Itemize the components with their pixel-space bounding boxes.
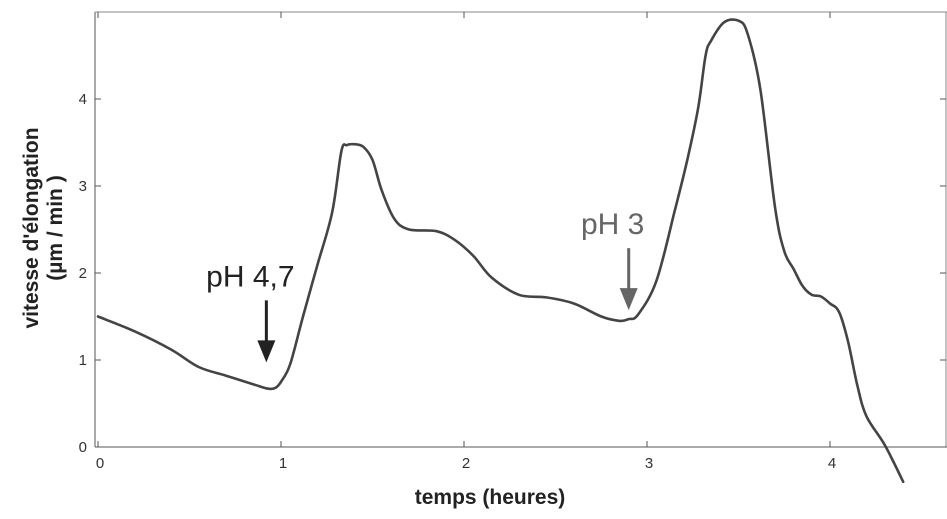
annotations: pH 4,7 pH 3	[206, 208, 644, 363]
y-tick-label: 3	[79, 178, 87, 195]
y-axis-title-line1: vitesse d'élongation	[20, 127, 43, 328]
annotation-arrow-head	[257, 340, 276, 363]
y-axis-title-line2: (µm / min )	[44, 175, 67, 280]
axes	[94, 11, 947, 448]
annotation-arrow-head	[619, 288, 638, 311]
x-tick-label: 0	[96, 455, 104, 472]
y-tick-label: 1	[79, 352, 87, 369]
x-tick-label: 2	[462, 455, 470, 472]
y-tick-label: 2	[79, 265, 87, 282]
y-axis-title: vitesse d'élongation (µm / min )	[20, 127, 67, 328]
annotation-label: pH 4,7	[206, 260, 294, 293]
y-tick-label: 4	[79, 91, 87, 108]
x-axis-title: temps (heures)	[415, 486, 566, 509]
x-tick-label: 4	[828, 455, 836, 472]
x-tick-label: 3	[645, 455, 653, 472]
ticks: 0 1 2 3 4 0 1 2 3 4	[79, 12, 946, 472]
y-tick-label: 0	[79, 439, 87, 456]
x-tick-label: 1	[279, 455, 287, 472]
series-line	[96, 18, 905, 484]
annotation-label: pH 3	[581, 208, 644, 241]
